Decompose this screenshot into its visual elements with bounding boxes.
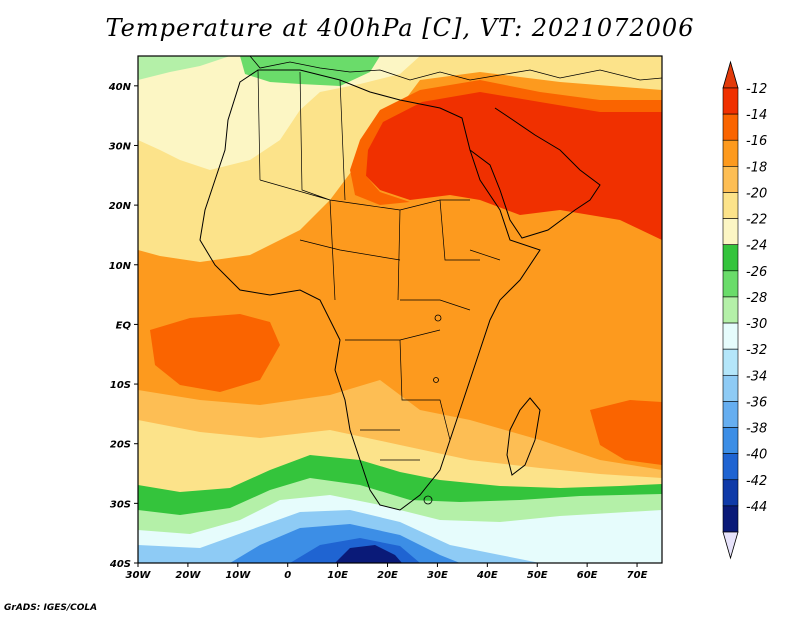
colorbar-label: -28 [746, 291, 767, 306]
colorbar-swatch [722, 322, 739, 350]
colorbar-label: -22 [746, 213, 767, 228]
colorbar-label: -38 [746, 422, 767, 437]
plot-frame [137, 55, 663, 564]
colorbar-label: -16 [746, 134, 767, 149]
field-nw-green-corner [138, 56, 230, 80]
map-title: Temperature at 400hPa [C], VT: 202107200… [105, 14, 695, 42]
lat-tick-label: 20S [110, 440, 131, 451]
lake-malawi [433, 377, 439, 383]
colorbar-label: -44 [746, 500, 767, 515]
colorbar-label: -24 [746, 239, 767, 254]
colorbar-label: -36 [746, 395, 767, 410]
colorbar: -12 -14 -16 -18 -20 -22 -24 -26 -28 -30 -32 -34 -36 -… [722, 60, 767, 560]
colorbar-label: -26 [746, 265, 767, 280]
field-north-cream-band [138, 56, 420, 170]
lon-tick-label: 60E [577, 570, 598, 581]
colorbar-swatch [722, 479, 739, 507]
colorbar-top-arrow [722, 60, 739, 89]
colorbar-label: -42 [746, 474, 767, 489]
lat-tick-label: 30S [110, 499, 131, 510]
field-south-navy-core [335, 545, 402, 563]
lon-tick-label: 30E [427, 570, 448, 581]
field-hot-orange-fringe [350, 80, 662, 205]
lon-tick-label: 10E [327, 570, 348, 581]
lat-tick-label: 20N [109, 201, 132, 212]
colorbar-label: -32 [746, 343, 767, 358]
grads-credit: GrADS: IGES/COLA [4, 603, 98, 613]
europe-coastline [249, 56, 662, 81]
country-borders [257, 69, 501, 461]
colorbar-swatch [722, 244, 739, 272]
lat-tick-label: 40S [109, 559, 131, 570]
lat-tick-label: 40N [108, 82, 132, 93]
colorbar-label: -18 [746, 160, 767, 175]
colorbar-swatch [722, 453, 739, 481]
colorbar-swatch [722, 270, 739, 298]
colorbar-swatch [722, 427, 739, 454]
lat-tick-label: 10S [110, 380, 131, 391]
lon-tick-label: 10W [225, 570, 251, 581]
lon-tick-label: 20E [377, 570, 398, 581]
field-atlantic-warm-patch [150, 314, 280, 392]
colorbar-swatch [722, 401, 739, 428]
field-hot-red-region [365, 90, 662, 240]
lon-tick-label: 0 [284, 570, 291, 581]
colorbar-label: -40 [746, 448, 767, 463]
colorbar-swatch [722, 139, 739, 167]
lat-tick-label: 30N [109, 141, 132, 152]
madagascar-coastline [506, 397, 541, 476]
arabia-coastline [469, 107, 601, 239]
colorbar-label: -34 [746, 369, 767, 384]
colorbar-swatch [722, 113, 739, 141]
colorbar-label: -20 [746, 186, 767, 201]
colorbar-swatch [722, 374, 739, 402]
temperature-field [138, 56, 662, 563]
colorbar-label: -30 [746, 317, 767, 332]
lon-tick-label: 20W [175, 570, 201, 581]
colorbar-label: -14 [746, 108, 767, 123]
lat-tick-label: EQ [116, 320, 132, 331]
lon-tick-label: 30W [126, 570, 152, 581]
colorbar-bottom-arrow [722, 531, 739, 560]
lesotho-outline [423, 495, 433, 505]
colorbar-label: -12 [746, 82, 767, 97]
colorbar-swatch [722, 296, 739, 324]
colorbar-swatch [722, 192, 739, 219]
field-north-green-patch [240, 56, 380, 86]
lon-tick-label: 40E [476, 570, 498, 581]
lat-tick-label: 10N [109, 261, 132, 272]
lon-tick-label: 70E [627, 570, 648, 581]
colorbar-swatch [722, 166, 739, 193]
field-indian-warm-patch [590, 400, 662, 465]
colorbar-swatch [722, 348, 739, 376]
colorbar-swatch [722, 218, 739, 246]
lon-tick-label: 50E [527, 570, 548, 581]
africa-coastline [199, 69, 541, 511]
colorbar-swatch [722, 505, 739, 533]
colorbar-swatch [722, 87, 739, 115]
lake-victoria [434, 314, 442, 322]
